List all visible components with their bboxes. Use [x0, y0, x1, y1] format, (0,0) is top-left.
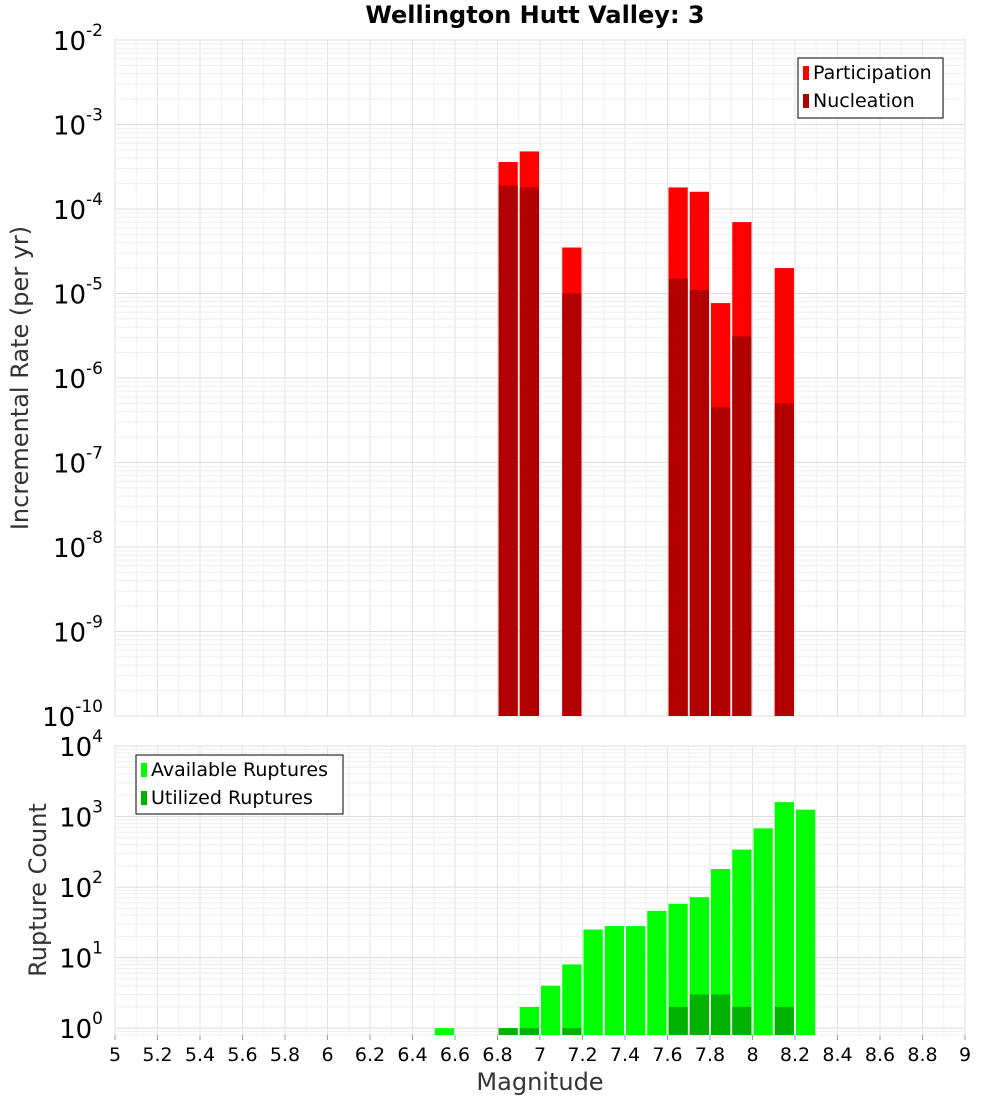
x-tick-label: 8.4	[822, 1044, 852, 1066]
rate-y-axis-label: Incremental Rate (per yr)	[6, 226, 34, 530]
rate-bars	[498, 151, 794, 717]
y-tick-label: 10-7	[53, 444, 103, 480]
count-legend: Available Ruptures Utilized Ruptures	[135, 754, 344, 815]
available-ruptures-bar	[796, 809, 816, 1035]
utilized-ruptures-bar	[519, 1028, 539, 1035]
available-ruptures-bar	[519, 1006, 539, 1035]
nucleation-bar	[668, 278, 688, 716]
chart-title: Wellington Hutt Valley: 3	[365, 1, 704, 29]
y-tick-label: 102	[59, 868, 103, 904]
available-ruptures-bar	[604, 926, 624, 1035]
utilized-ruptures-bar	[668, 1006, 688, 1035]
nucleation-legend-label: Nucleation	[813, 90, 915, 112]
y-tick-label: 101	[59, 939, 103, 975]
magnitude-x-ticks: 5 5.2 5.4 5.6 5.8 6 6.2 6.4 6.6 6.8 7 7.2 7.4 7.6 7.8 8…	[109, 1035, 971, 1066]
x-tick-label: 5	[109, 1044, 121, 1066]
count-chart: 100 101 102 103 104 5 5.2 5.4 5.6 5.8 6 6.2 6.4 6.6 6…	[24, 727, 971, 1096]
nucleation-bar	[519, 187, 539, 717]
count-y-axis-label: Rupture Count	[24, 803, 52, 977]
utilized-legend-swatch	[141, 791, 147, 805]
nucleation-bar	[689, 290, 709, 716]
nucleation-bar	[732, 336, 752, 716]
rate-y-ticks: 10-10 10-9 10-8 10-7 10-6 10-5 10-4 10-3 10-2	[42, 21, 103, 733]
utilized-ruptures-bar	[498, 1028, 518, 1035]
available-ruptures-bar	[753, 828, 773, 1035]
nucleation-bar	[562, 293, 582, 716]
x-tick-label: 8.6	[865, 1044, 895, 1066]
y-tick-label: 10-5	[53, 275, 103, 311]
y-tick-label: 103	[59, 798, 103, 834]
rate-legend-box	[797, 57, 944, 119]
utilized-ruptures-bar	[562, 1028, 582, 1035]
x-tick-label: 5.8	[270, 1044, 300, 1066]
available-ruptures-bar	[626, 926, 646, 1035]
available-ruptures-bar	[562, 964, 582, 1035]
y-tick-label: 10-3	[53, 106, 103, 142]
count-grid	[114, 745, 966, 1036]
utilized-ruptures-bar	[689, 994, 709, 1035]
available-ruptures-bar	[434, 1028, 454, 1035]
participation-legend-swatch	[803, 66, 809, 80]
x-tick-label: 9	[959, 1044, 971, 1066]
x-tick-label: 8	[746, 1044, 758, 1066]
count-y-ticks: 100 101 102 103 104	[59, 727, 103, 1045]
x-tick-label: 8.8	[907, 1044, 937, 1066]
y-tick-label: 10-10	[42, 697, 103, 733]
x-tick-label: 5.2	[142, 1044, 172, 1066]
x-tick-label: 6.8	[482, 1044, 512, 1066]
count-bars	[434, 802, 816, 1035]
x-tick-label: 6	[321, 1044, 333, 1066]
utilized-ruptures-bar	[732, 1006, 752, 1035]
x-tick-label: 7.6	[652, 1044, 682, 1066]
x-tick-label: 7.2	[567, 1044, 597, 1066]
y-tick-label: 10-2	[53, 21, 103, 57]
utilized-ruptures-bar	[774, 1006, 794, 1035]
available-ruptures-bar	[583, 929, 603, 1035]
nucleation-legend-swatch	[803, 94, 809, 108]
y-tick-label: 10-4	[53, 190, 103, 226]
rate-grid	[114, 39, 966, 717]
nucleation-bar	[774, 403, 794, 716]
nucleation-bar	[711, 407, 731, 716]
x-tick-label: 7.4	[610, 1044, 640, 1066]
x-tick-label: 7.8	[695, 1044, 725, 1066]
nucleation-bar	[498, 185, 518, 717]
available-legend-label: Available Ruptures	[151, 759, 328, 781]
x-tick-label: 6.2	[355, 1044, 385, 1066]
available-ruptures-bar	[668, 903, 688, 1035]
y-tick-label: 100	[59, 1009, 103, 1045]
rate-chart: 10-10 10-9 10-8 10-7 10-6 10-5 10-4 10-3 10-2 In…	[6, 21, 966, 733]
x-tick-label: 5.6	[227, 1044, 257, 1066]
available-ruptures-bar	[732, 849, 752, 1035]
y-tick-label: 10-9	[53, 613, 103, 649]
available-legend-swatch	[141, 763, 147, 777]
count-legend-box	[135, 754, 344, 815]
x-tick-label: 6.6	[440, 1044, 470, 1066]
x-axis-label: Magnitude	[476, 1068, 603, 1096]
y-tick-label: 10-6	[53, 359, 103, 395]
available-ruptures-bar	[647, 910, 667, 1035]
available-ruptures-bar	[711, 869, 731, 1035]
available-ruptures-bar	[541, 985, 561, 1035]
x-tick-label: 8.2	[780, 1044, 810, 1066]
y-tick-label: 10-8	[53, 528, 103, 564]
x-tick-label: 5.4	[185, 1044, 215, 1066]
y-tick-label: 104	[59, 727, 103, 763]
available-ruptures-bar	[774, 802, 794, 1035]
x-tick-label: 7	[534, 1044, 546, 1066]
x-tick-label: 6.4	[397, 1044, 427, 1066]
participation-legend-label: Participation	[813, 62, 932, 84]
utilized-legend-label: Utilized Ruptures	[151, 787, 313, 809]
rate-legend: Participation Nucleation	[797, 57, 944, 119]
utilized-ruptures-bar	[711, 994, 731, 1035]
